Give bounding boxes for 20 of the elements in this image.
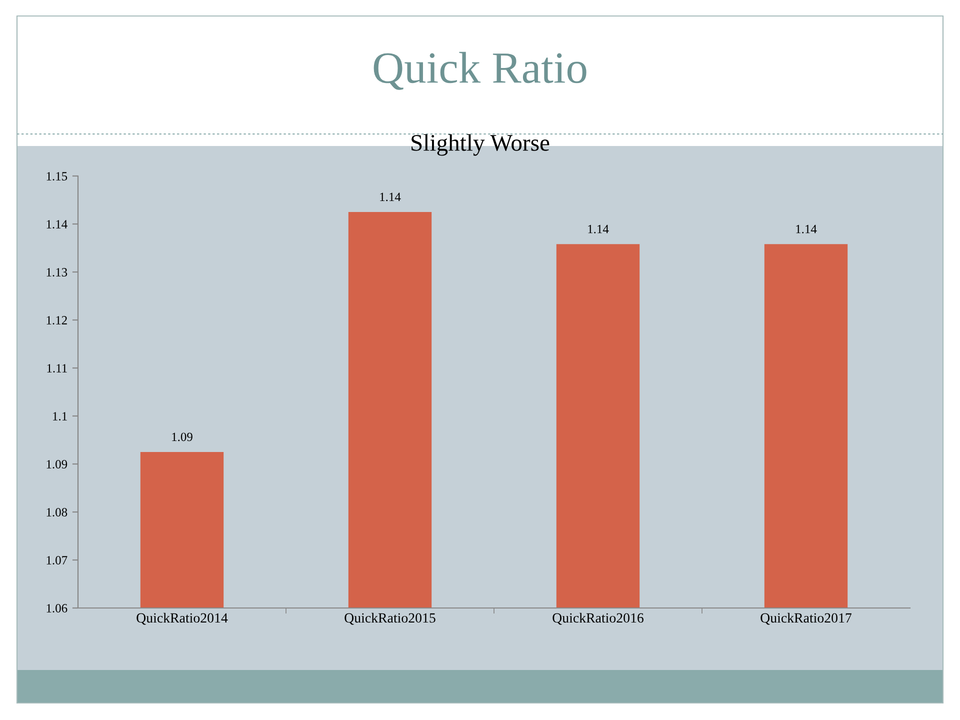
x-tick-label: QuickRatio2015 [344,612,436,625]
y-tick-label: 1.12 [46,316,67,325]
y-tick-label: 1.09 [46,460,68,469]
x-tick-label: QuickRatio2014 [136,612,228,625]
x-tick-label: QuickRatio2017 [760,612,852,625]
chart-title: Quick Ratio [374,52,586,90]
y-tick-label: 1.07 [46,556,68,565]
data-label: 1.14 [588,224,609,234]
y-tick-label: 1.11 [47,364,67,373]
x-tick-label: QuickRatio2016 [552,612,644,625]
y-tick-label: 1.1 [53,412,67,421]
y-tick-label: 1.08 [46,508,68,517]
y-tick-label: 1.13 [46,268,68,277]
y-tick-label: 1.14 [46,220,68,229]
data-label: 1.14 [796,224,817,234]
y-tick-label: 1.06 [46,604,68,613]
data-label: 1.14 [380,192,401,202]
y-tick-label: 1.15 [46,172,68,181]
chart-subtitle: Slightly Worse [412,134,550,156]
data-label: 1.09 [172,432,192,442]
